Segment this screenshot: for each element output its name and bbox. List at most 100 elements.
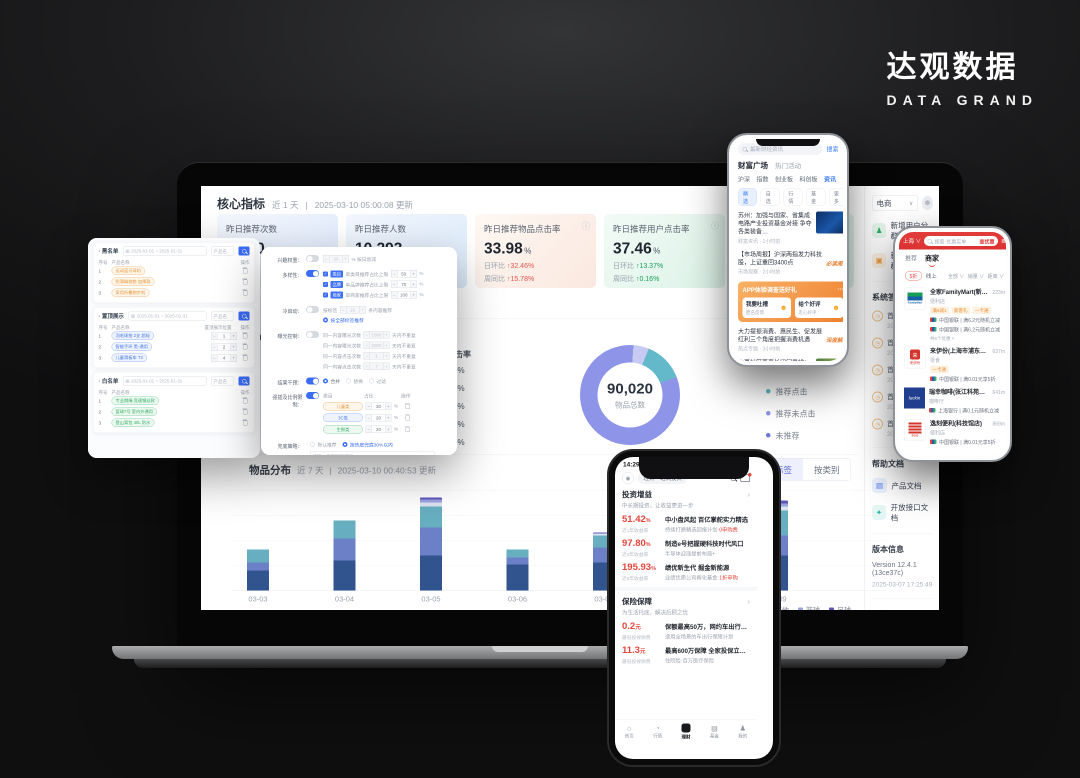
subpanel-cols: 序号 产品名称 操作 xyxy=(98,390,250,395)
clock-icon: ◷ xyxy=(872,364,883,376)
shop-item-3[interactable]: EGO 逸刻便利(科技馆店) 869m 便利店 中国银联 | 满0.01元享5折 xyxy=(899,415,1006,447)
delete-icon[interactable] xyxy=(242,278,248,285)
pill-行情[interactable]: 行情 xyxy=(783,188,803,206)
date-range-input[interactable]: ▦ 2025-01-01 ~ 2025-01-31 xyxy=(122,376,207,386)
search-input[interactable]: 产品名 xyxy=(211,376,234,386)
toggle-兴趣权重[interactable] xyxy=(306,255,319,262)
info-icon[interactable]: ⓘ xyxy=(710,222,719,231)
news-item-3[interactable]: 大力提振消费、惠民生、促发展 红利三个角度把握消费机遇 热点专题 · 3小时前 深度… xyxy=(738,327,843,352)
nav-创业板[interactable]: 创业板 xyxy=(775,176,794,183)
toggle-结果干预[interactable] xyxy=(306,377,319,385)
scene-select[interactable]: 电商 ∨ xyxy=(872,195,918,211)
news-pills: 精选 自选 行情 基金 更多 xyxy=(738,188,843,206)
search-button[interactable] xyxy=(238,311,250,321)
subpanel-row: 1 运动蓝牙耳机 xyxy=(99,266,250,277)
more-offers[interactable]: 共6个优惠 ˅ xyxy=(930,336,955,341)
list-icon[interactable]: ≣ xyxy=(1000,237,1006,245)
search-button[interactable] xyxy=(238,246,250,256)
search-input[interactable]: 产品名 xyxy=(211,311,234,321)
tab-首页[interactable]: ⌂ 首页 xyxy=(615,724,643,739)
fallback-input[interactable]: 请输入兜底策略说明 xyxy=(310,451,435,455)
delete-icon[interactable] xyxy=(405,414,411,421)
pill-基金[interactable]: 基金 xyxy=(806,188,826,206)
delete-icon[interactable] xyxy=(242,343,248,350)
news-search-input[interactable]: 最新财经资讯 xyxy=(738,143,823,155)
tab-wealth-plaza[interactable]: 财富广场 xyxy=(738,161,769,171)
tab-merchant[interactable]: 商家 xyxy=(925,253,939,267)
app-logo-icon[interactable]: ◉ xyxy=(622,472,634,484)
coupon-search-button[interactable]: 查优惠 xyxy=(979,239,995,245)
product-row-0-0[interactable]: 51.42% 近1年收益率 中小盘风起 百亿掌舵实力精选 持续打磨精选回报计划·0申购… xyxy=(622,514,748,534)
search-input[interactable]: 产品名 xyxy=(211,246,234,256)
date-range-input[interactable]: ▦ 2025-01-01 ~ 2025-01-31 xyxy=(128,311,207,321)
news-item-4[interactable]: 韦豪社区董事长闭门思辨：半导体行业并购趋势龙头企业受关…产业观察 · 5小时前 xyxy=(738,358,843,361)
setting-label: 兴趣权重： xyxy=(277,258,303,264)
search-button[interactable] xyxy=(238,376,250,386)
news-item-0[interactable]: 苏州：加强与国家、省集成电路产业投资基金对接 争夺各类装备… 财富资讯 · 1小时… xyxy=(738,211,843,246)
tab-recommend[interactable]: 推荐 xyxy=(905,255,918,262)
chevron-right-icon[interactable]: › xyxy=(747,597,750,606)
nav-科创板[interactable]: 科创板 xyxy=(799,176,818,183)
avatar[interactable]: ☻ xyxy=(921,196,933,210)
sort-销量 ∨[interactable]: 销量 ∨ xyxy=(967,274,985,280)
dist-toggle-1[interactable]: 按类别 xyxy=(803,458,851,480)
tab-行情[interactable]: ◔ 行情 xyxy=(643,724,671,739)
product-row-0-2[interactable]: 195.93% 近5年收益率 绩优新生代 掘金新能源 业绩优质公司孵化基金·1折申购 xyxy=(622,562,738,582)
delete-icon[interactable] xyxy=(242,419,248,426)
smile-underline xyxy=(928,263,936,267)
item-dist-sep: | xyxy=(329,466,332,476)
admin-subpanel-2: · 白名单 ▦ 2025-01-01 ~ 2025-01-31 产品名序号 产品名称 操作… xyxy=(93,372,255,433)
delete-icon[interactable] xyxy=(242,354,248,361)
shop-item-0[interactable]: FamilyMart全家FamilyMart(新科路店)223m便利店满6减1新… xyxy=(899,284,1006,343)
shop-logo: luckin xyxy=(904,387,925,409)
toggle-曝光控制[interactable] xyxy=(306,331,319,338)
pill-更多[interactable]: 更多 xyxy=(828,188,843,206)
delete-icon[interactable] xyxy=(242,267,248,274)
delete-icon[interactable] xyxy=(405,402,411,409)
pill-精选[interactable]: 精选 xyxy=(738,188,758,206)
subpanel-title: · 白名单 xyxy=(98,378,119,385)
nav-沪深[interactable]: 沪深 xyxy=(738,176,751,183)
doc-item-1[interactable]: ✦ 开放接口文档 xyxy=(872,502,933,523)
shop-logo: FamilyMart xyxy=(904,287,926,310)
product-row-0-1[interactable]: 97.80% 近3年收益率 制造e号把握硬科技时代风口 半导体迎涨提前布局+ xyxy=(622,538,744,558)
bar-seg-健身 xyxy=(333,538,356,561)
sort-全部 ∨[interactable]: 全部 ∨ xyxy=(947,274,965,280)
toggle-强插及比例限制[interactable] xyxy=(306,392,319,399)
delete-icon[interactable] xyxy=(242,408,248,415)
delete-icon[interactable] xyxy=(242,397,248,404)
product-row-1-0[interactable]: 0.2元 最低投保保费 保额最高50万，网约车出行… 适用全场景的车出行保障计划 xyxy=(622,621,747,641)
tab-理财[interactable]: 理财 xyxy=(672,723,700,740)
filter-online[interactable]: 线上 xyxy=(925,273,937,280)
city-selector[interactable]: 上海 ∨ xyxy=(903,238,922,245)
toggle-冷启动[interactable] xyxy=(306,306,319,313)
subpanel-row: 3 儿童滑板车 T3−4 + xyxy=(99,353,250,364)
date-range-input[interactable]: ▦ 2025-01-01 ~ 2025-01-31 xyxy=(122,246,207,256)
info-icon[interactable]: ⓘ xyxy=(581,222,590,231)
promo-option[interactable]: 我要吐槽 匿名反馈 ☻ xyxy=(742,297,791,318)
promo-option[interactable]: 给个好评 走心好评 ☻ xyxy=(795,297,843,318)
delete-icon[interactable] xyxy=(242,289,248,296)
tab-hot-activity[interactable]: 热门活动 xyxy=(775,162,802,170)
news-search-button[interactable]: 搜索 xyxy=(826,145,839,153)
toggle-多样性[interactable] xyxy=(306,270,319,277)
tab-基金[interactable]: ▤ 基金 xyxy=(700,724,728,739)
nav-指数[interactable]: 指数 xyxy=(756,176,769,183)
sidebar-divider-4 xyxy=(872,598,933,599)
nav-资讯[interactable]: 资讯 xyxy=(824,176,837,183)
tab-我的[interactable]: ♟ 我的 xyxy=(729,724,757,739)
chevron-right-icon[interactable]: › xyxy=(747,490,750,499)
merchant-search-input[interactable]: 搜索·优惠买单 查优惠 xyxy=(924,236,998,246)
metric-compare: 周同比 ↑0.16% xyxy=(613,274,660,283)
filter-discount[interactable]: 5折 xyxy=(905,271,922,281)
doc-item-0[interactable]: ▤ 产品文档 xyxy=(872,478,933,493)
promo-card[interactable]: APP体验调查送好礼 ··· 我要吐槽 匿名反馈 ☻ 给个好评 走心好评 ☻ xyxy=(738,281,843,322)
delete-icon[interactable] xyxy=(242,332,248,339)
pill-自选[interactable]: 自选 xyxy=(760,188,780,206)
delete-icon[interactable] xyxy=(405,425,411,432)
product-row-1-1[interactable]: 11.3元 最低投保保费 最高600万保障 全家投保立减… 住院险·百万医疗保险 xyxy=(622,645,750,665)
sort-距离 ∨[interactable]: 距离 ∨ xyxy=(987,274,1004,280)
